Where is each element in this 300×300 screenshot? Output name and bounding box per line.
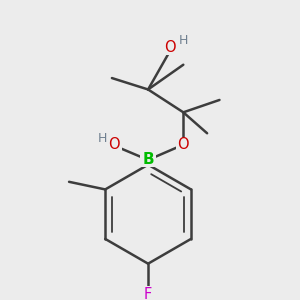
FancyBboxPatch shape: [98, 137, 122, 152]
Text: H: H: [178, 34, 188, 47]
FancyBboxPatch shape: [140, 153, 156, 167]
FancyBboxPatch shape: [176, 137, 191, 152]
Text: O: O: [164, 40, 176, 55]
Text: O: O: [178, 137, 189, 152]
FancyBboxPatch shape: [161, 40, 186, 55]
Text: B: B: [142, 152, 154, 167]
FancyBboxPatch shape: [141, 287, 155, 300]
Text: O: O: [108, 137, 120, 152]
Text: H: H: [98, 131, 107, 145]
Text: F: F: [144, 286, 152, 300]
